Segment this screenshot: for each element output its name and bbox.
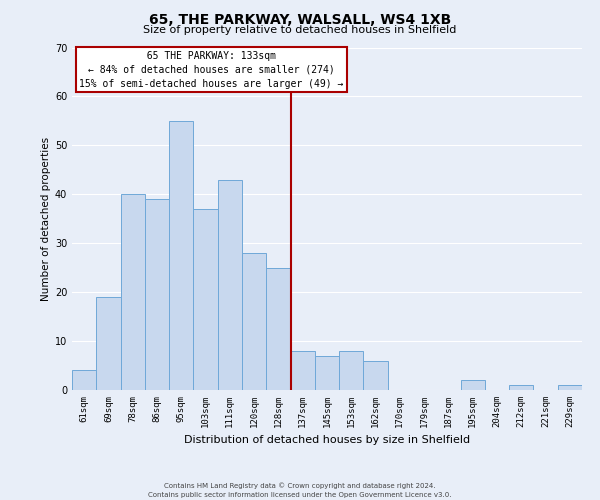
Text: Size of property relative to detached houses in Shelfield: Size of property relative to detached ho… [143,25,457,35]
Bar [96,297,121,390]
Bar [193,209,218,390]
Bar [558,385,582,390]
Bar [339,351,364,390]
Text: 65, THE PARKWAY, WALSALL, WS4 1XB: 65, THE PARKWAY, WALSALL, WS4 1XB [149,12,451,26]
X-axis label: Distribution of detached houses by size in Shelfield: Distribution of detached houses by size … [184,436,470,446]
Bar [364,360,388,390]
Bar [145,199,169,390]
Bar [169,121,193,390]
Bar [72,370,96,390]
Y-axis label: Number of detached properties: Number of detached properties [41,136,50,301]
Text: 65 THE PARKWAY: 133sqm  
← 84% of detached houses are smaller (274)
15% of semi-: 65 THE PARKWAY: 133sqm ← 84% of detached… [79,50,344,88]
Bar [266,268,290,390]
Text: Contains HM Land Registry data © Crown copyright and database right 2024.
Contai: Contains HM Land Registry data © Crown c… [148,482,452,498]
Bar [461,380,485,390]
Bar [218,180,242,390]
Bar [290,351,315,390]
Bar [509,385,533,390]
Bar [315,356,339,390]
Bar [121,194,145,390]
Bar [242,253,266,390]
